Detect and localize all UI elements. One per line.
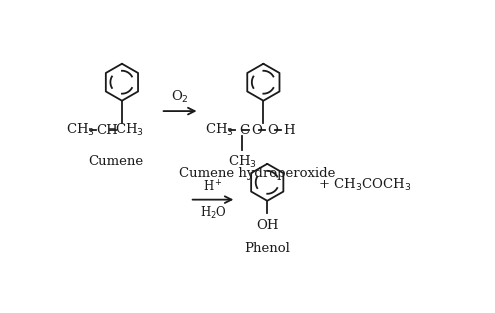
Text: Cumene: Cumene xyxy=(89,155,144,168)
Text: O: O xyxy=(267,124,278,137)
Text: Cumene hydroperoxide: Cumene hydroperoxide xyxy=(179,167,336,180)
Text: O: O xyxy=(252,124,263,137)
Text: OH: OH xyxy=(256,219,279,232)
Text: H$_2$O: H$_2$O xyxy=(199,205,227,221)
Text: O$_2$: O$_2$ xyxy=(171,89,189,105)
Text: H$^+$: H$^+$ xyxy=(203,179,223,195)
Text: CH$_3$: CH$_3$ xyxy=(205,122,234,138)
Text: C: C xyxy=(240,124,249,137)
Text: H: H xyxy=(283,124,295,137)
Text: CH$_3$: CH$_3$ xyxy=(66,122,95,138)
Text: Phenol: Phenol xyxy=(245,242,290,255)
Text: CH$_3$: CH$_3$ xyxy=(228,153,256,170)
Text: CH: CH xyxy=(96,124,118,137)
Text: + CH$_3$COCH$_3$: + CH$_3$COCH$_3$ xyxy=(318,177,411,193)
Text: CH$_3$: CH$_3$ xyxy=(114,122,144,138)
